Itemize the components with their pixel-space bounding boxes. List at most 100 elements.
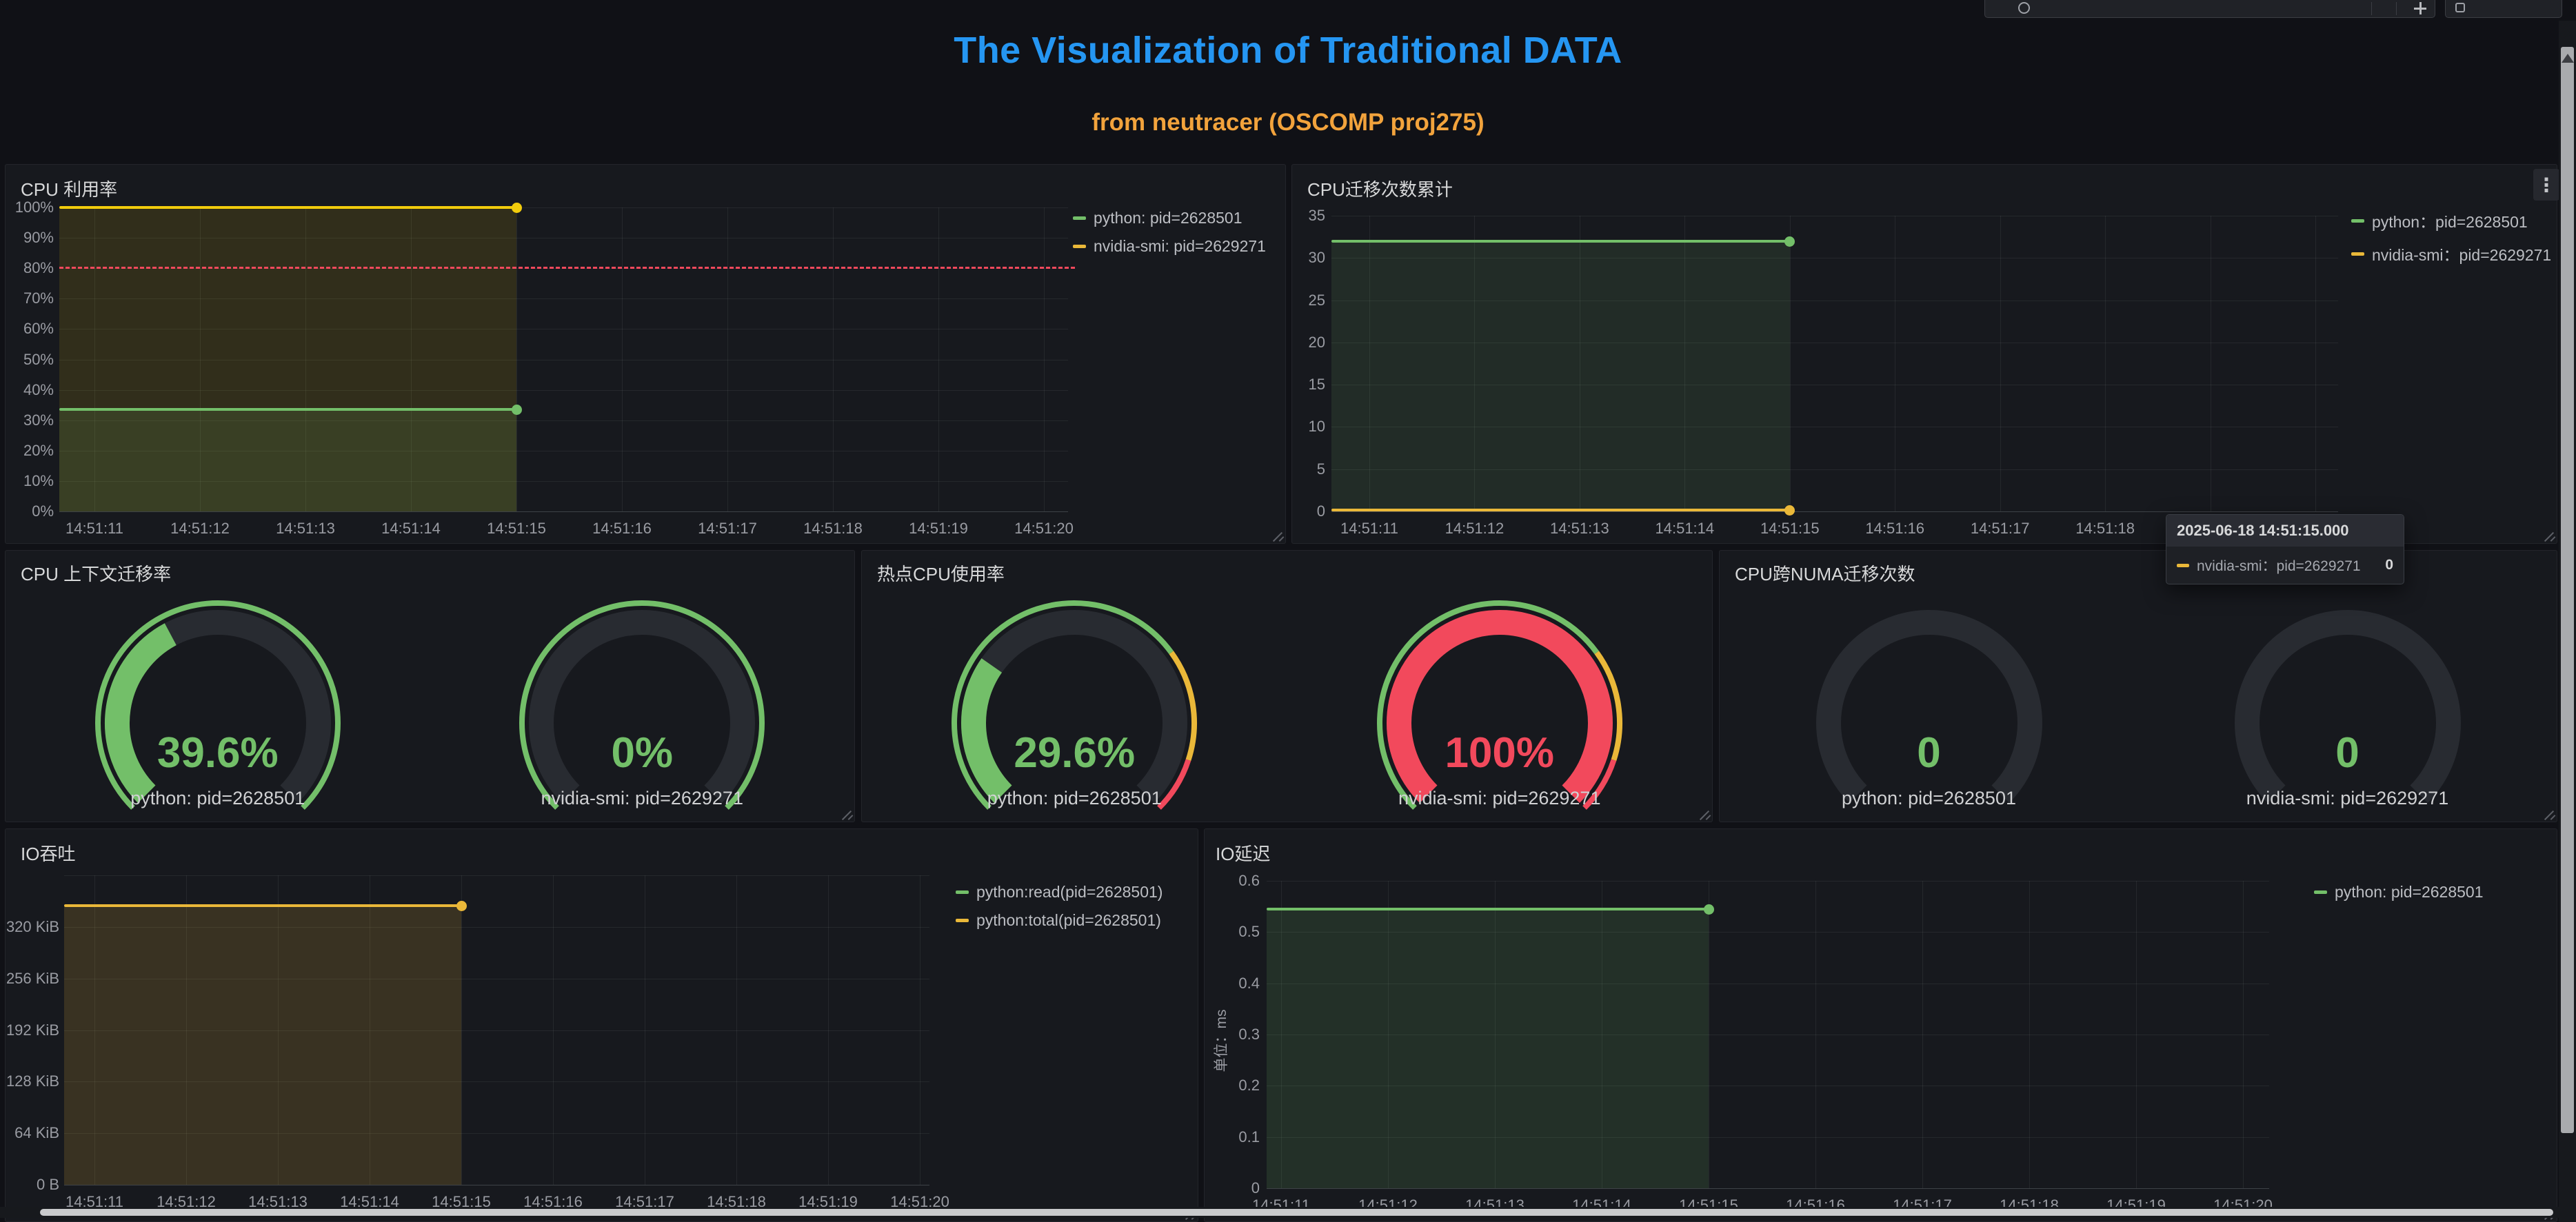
axis-tick-label: 50% [23, 350, 54, 368]
axis-tick-label: 5 [1316, 460, 1325, 478]
gauge-hot-python: 29.6% python: pid=2628501 [862, 582, 1287, 822]
axis-tick-label: 14:51:17 [698, 520, 757, 537]
gauge-numa-python: 0 python: pid=2628501 [1720, 582, 2138, 822]
axis-tick-label: 0.5 [1238, 923, 1260, 941]
legend-label: python: pid=2628501 [2335, 883, 2484, 901]
gauge-ctx-nvidia: 0% nvidia-smi: pid=2629271 [430, 582, 855, 822]
vertical-gridlines [94, 875, 920, 1185]
chart-legend: python: pid=2628501 nvidia-smi: pid=26292… [1073, 209, 1266, 256]
gauge-threshold-ring [1582, 759, 1617, 810]
scroll-up-arrow-icon[interactable] [2562, 54, 2574, 63]
panel-resize-handle[interactable] [2543, 808, 2554, 819]
gauge-arc [490, 591, 794, 818]
axis-tick-label: 128 KiB [6, 1072, 59, 1090]
panel-menu-button[interactable]: ⋮ [2533, 169, 2559, 201]
panel-resize-handle[interactable] [1271, 529, 1282, 540]
horizontal-scrollbar-thumb[interactable] [40, 1209, 2553, 1216]
gridline [1331, 469, 2338, 470]
panel-resize-handle[interactable] [1698, 808, 1709, 819]
gauge-threshold-ring [1157, 759, 1191, 810]
gauge-threshold-ring [1169, 651, 1198, 762]
legend-item[interactable]: python：pid=2628501 [2351, 209, 2551, 232]
gauge-value: 0 [1917, 729, 1941, 777]
gridline [277, 875, 279, 1185]
gauge-value: 100% [1445, 729, 1555, 777]
axis-tick-label: 90% [23, 229, 54, 247]
series-line-nvidia [59, 206, 516, 209]
panel-hot-cpu-usage: 热点CPU使用率 29.6% python: pid=2628501 100% … [861, 550, 1713, 822]
y-axis: 320 KiB 256 KiB 192 KiB 128 KiB 64 KiB 0 B [6, 875, 59, 1193]
horizontal-gridlines [1331, 216, 2338, 512]
series-line-python [1267, 908, 1709, 910]
panel-resize-handle[interactable] [2543, 529, 2554, 540]
gauge-track [2234, 610, 2461, 803]
tooltip-timestamp: 2025-06-18 14:51:15.000 [2166, 515, 2404, 547]
gridline [64, 1081, 929, 1083]
axis-tick-label: 14:51:18 [803, 520, 863, 537]
gridline [736, 875, 737, 1185]
gauge-numa-nvidia: 0 nvidia-smi: pid=2629271 [2138, 582, 2557, 822]
axis-tick-label: 0 B [36, 1176, 59, 1193]
series-area-python [1331, 243, 1790, 511]
axis-tick-label: 14:51:14 [1655, 520, 1715, 537]
gridline [1789, 216, 1791, 511]
gauge-threshold-ring [519, 600, 765, 810]
gridline [553, 875, 554, 1185]
axis-tick-label: 320 KiB [6, 917, 59, 935]
gauge-threshold-ring [952, 600, 1174, 810]
threshold-line-80pct [59, 267, 1075, 269]
panel-title: CPU迁移次数累计 [1307, 179, 1453, 200]
axis-tick-label: 70% [23, 289, 54, 307]
series-endpoint-nvidia [512, 203, 522, 213]
gauge-value-arc [1386, 610, 1613, 803]
panel-io-throughput: IO吞吐 320 KiB 256 KiB 192 KiB 128 KiB 64 KiB 0… [5, 828, 1198, 1222]
panel-context-switch-rate: CPU 上下文迁移率 39.6% python: pid=2628501 0% … [5, 550, 855, 822]
extension-icon[interactable] [2455, 3, 2465, 12]
axis-tick-label: 14:51:11 [1340, 520, 1399, 537]
gridline [833, 207, 834, 511]
series-color-swatch [2351, 218, 2364, 223]
legend-item[interactable]: python:total(pid=2628501) [956, 911, 1163, 930]
axis-tick-label: 14:51:13 [1550, 520, 1609, 537]
panel-numa-migrations: CPU跨NUMA迁移次数 0 python: pid=2628501 0 nvi… [1719, 550, 2557, 822]
horizontal-scrollbar [0, 1207, 2576, 1218]
vertical-scrollbar [2559, 21, 2576, 1222]
axis-tick-label: 14:51:12 [1445, 520, 1505, 537]
gridline [411, 207, 412, 511]
legend-item[interactable]: python: pid=2628501 [2314, 883, 2484, 902]
series-color-swatch [2314, 890, 2327, 894]
series-endpoint-python [1784, 236, 1795, 247]
gauge-threshold-ring [1594, 651, 1622, 762]
panel-resize-handle[interactable] [841, 808, 852, 819]
add-icon[interactable] [2414, 2, 2426, 14]
legend-label: python: pid=2628501 [1094, 209, 1242, 227]
gauge-value-arc [104, 623, 177, 803]
toolbar-divider [2371, 2, 2372, 15]
axis-tick-label: 0.6 [1238, 872, 1260, 889]
gridline [1331, 511, 2338, 512]
gridline [2135, 881, 2137, 1188]
legend-item[interactable]: python: pid=2628501 [1073, 209, 1266, 227]
gridline [64, 1030, 929, 1031]
axis-tick-label: 80% [23, 259, 54, 277]
browser-toolbar-fragment-2 [2445, 0, 2562, 18]
gridline [1387, 881, 1389, 1188]
axis-tick-label: 30% [23, 411, 54, 429]
gridline [59, 480, 1068, 482]
series-color-swatch [956, 890, 969, 894]
axis-tick-label: 40% [23, 380, 54, 398]
legend-item[interactable]: nvidia-smi：pid=2629271 [2351, 242, 2551, 265]
legend-item[interactable]: python:read(pid=2628501) [956, 883, 1163, 902]
vertical-scrollbar-thumb[interactable] [2561, 47, 2574, 1133]
axis-tick-label: 192 KiB [6, 1021, 59, 1039]
gridline [1369, 216, 1370, 511]
profile-icon[interactable] [2018, 2, 2030, 14]
gridline [64, 875, 929, 876]
series-line-python [1331, 240, 1790, 243]
legend-item[interactable]: nvidia-smi: pid=2629271 [1073, 237, 1266, 256]
gridline [827, 875, 829, 1185]
series-endpoint-python [512, 405, 522, 415]
axis-tick-label: 14:51:20 [1014, 520, 1074, 537]
gauge-track [529, 610, 756, 803]
gauge-ctx-python: 39.6% python: pid=2628501 [6, 582, 430, 822]
